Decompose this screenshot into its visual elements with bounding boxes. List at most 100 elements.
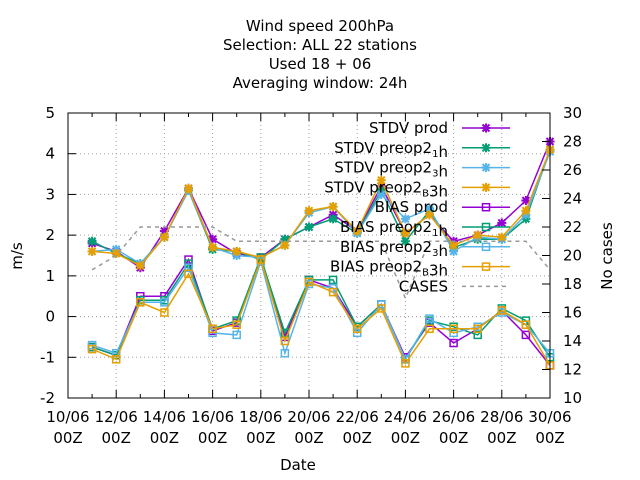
x-tick-label-date: 26/06 — [432, 408, 475, 426]
series-group — [87, 137, 555, 370]
data-point — [87, 344, 97, 354]
y-tick-label: 0 — [45, 308, 55, 326]
y2-tick-label: 26 — [563, 161, 582, 179]
y2-tick-label: 22 — [563, 218, 582, 236]
data-point — [208, 242, 218, 252]
data-point — [232, 320, 241, 329]
y2-tick-label: 28 — [563, 133, 582, 151]
legend-label: BIAS preop21h — [340, 218, 448, 240]
legend-label: STDV prod — [369, 119, 448, 137]
legend-label: CASES — [399, 277, 448, 295]
x-tick-label-time: 00Z — [343, 429, 372, 447]
x-tick-label-date: 16/06 — [191, 408, 234, 426]
x-tick-label-time: 00Z — [439, 429, 468, 447]
x-tick-label-date: 14/06 — [143, 408, 186, 426]
series-cases — [91, 226, 551, 301]
data-point — [232, 330, 241, 340]
legend-marker — [481, 163, 491, 173]
data-point — [111, 355, 121, 364]
legend-label: STDV preop21h — [334, 139, 448, 161]
data-point — [232, 246, 242, 256]
series-line — [92, 149, 551, 267]
y-tick-label: -1 — [40, 348, 55, 366]
y-axis-label: m/s — [8, 242, 26, 270]
data-point — [425, 210, 434, 220]
x-tick-label-date: 24/06 — [384, 408, 427, 426]
series-bias-preop2-b3h — [87, 255, 555, 370]
data-point — [449, 324, 458, 334]
legend-entry: STDV prod — [369, 119, 510, 137]
plot-frame — [67, 112, 551, 399]
legend-marker — [481, 202, 491, 212]
data-point — [184, 269, 193, 279]
x-tick-label-time: 00Z — [246, 429, 275, 447]
data-point — [473, 230, 483, 240]
x-tick-label-time: 00Z — [102, 429, 131, 447]
legend-label: BIAS prod — [375, 198, 448, 216]
y2-tick-label: 12 — [563, 361, 582, 379]
y2-tick-label: 24 — [563, 190, 582, 208]
legend-marker — [481, 123, 491, 133]
y2-tick-label: 10 — [563, 389, 582, 407]
data-point — [304, 222, 314, 232]
y-tick-label: 2 — [45, 226, 55, 244]
data-point — [328, 287, 338, 297]
data-point — [473, 330, 482, 340]
data-point — [136, 298, 145, 307]
y2-tick-label: 16 — [563, 304, 582, 322]
data-point — [352, 226, 362, 236]
data-point — [160, 308, 169, 317]
data-point — [521, 320, 531, 329]
x-tick-label-date: 10/06 — [46, 408, 89, 426]
title-line: Used 18 + 06 — [269, 55, 372, 73]
legend-marker — [481, 182, 491, 192]
data-point — [425, 324, 434, 334]
x-tick-label-date: 30/06 — [528, 408, 571, 426]
legend-label: STDV preop2B3h — [324, 178, 448, 200]
data-point — [256, 255, 266, 264]
data-point — [376, 175, 386, 185]
legend-entry: BIAS prod — [375, 198, 510, 216]
legend-marker — [481, 222, 491, 232]
legend-entry: BIAS preop23h — [340, 238, 510, 260]
legend-entry: BIAS preop2B3h — [330, 258, 510, 280]
data-point — [401, 359, 410, 368]
x-tick-label-date: 12/06 — [95, 408, 138, 426]
data-point — [280, 348, 290, 358]
legend-label: STDV preop23h — [334, 159, 448, 181]
data-point — [473, 324, 482, 334]
x-tick-label-time: 00Z — [198, 429, 227, 447]
data-point — [280, 240, 290, 250]
y-tick-label: 1 — [45, 267, 55, 285]
x-tick-label-date: 20/06 — [287, 408, 330, 426]
y-tick-label: 5 — [45, 104, 55, 122]
series-stdv-preop2-b3h — [87, 145, 555, 271]
x-axis-label: Date — [280, 456, 316, 474]
y-tick-label: 4 — [45, 145, 55, 163]
x-tick-label-time: 00Z — [391, 429, 420, 447]
x-tick-label-date: 18/06 — [239, 408, 282, 426]
data-point — [377, 304, 386, 313]
y2-axis-label: No cases — [598, 222, 616, 290]
y-tick-label: -2 — [40, 389, 55, 407]
data-point — [400, 214, 410, 224]
y2-tick-label: 18 — [563, 275, 582, 293]
data-point — [304, 206, 314, 216]
data-point — [521, 206, 531, 216]
legend-marker — [481, 143, 491, 153]
x-tick-label-date: 28/06 — [480, 408, 523, 426]
data-point — [352, 324, 362, 334]
data-point — [400, 236, 410, 246]
title-line: Wind speed 200hPa — [246, 17, 394, 35]
data-point — [497, 232, 507, 242]
legend-label: BIAS preop2B3h — [330, 258, 448, 280]
legend-entry: STDV preop23h — [334, 159, 510, 181]
y-tick-label: 3 — [45, 185, 55, 203]
data-point — [425, 314, 434, 323]
title-line: Selection: ALL 22 stations — [223, 36, 417, 54]
legend-entry: STDV preop21h — [334, 139, 510, 161]
data-point — [521, 330, 531, 340]
data-point — [135, 261, 145, 271]
